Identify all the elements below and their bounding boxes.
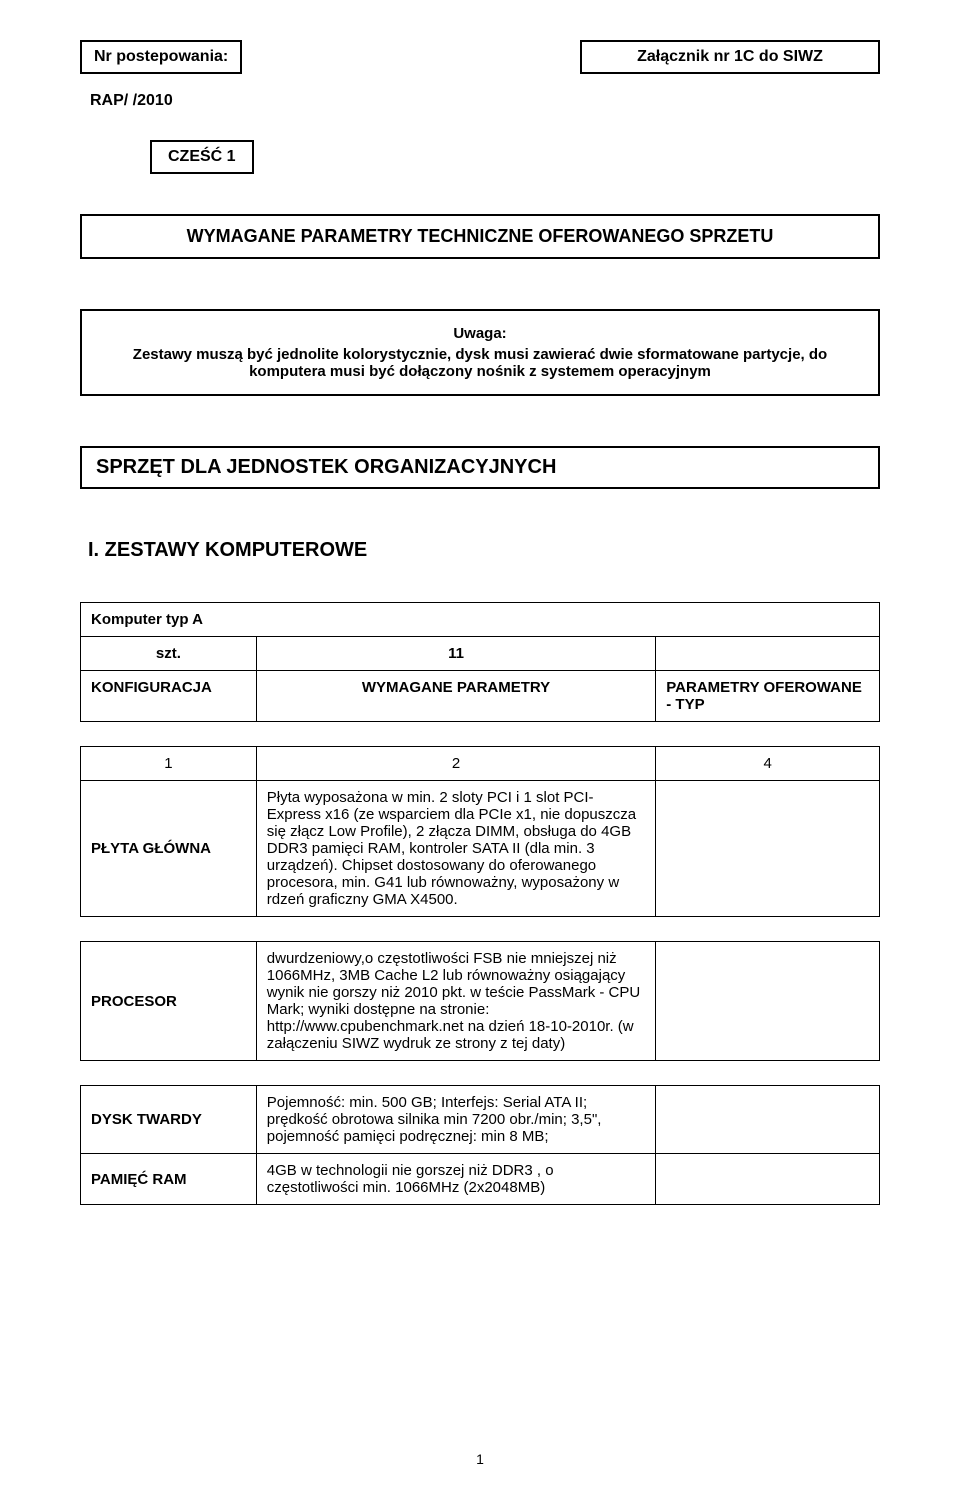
num-1: 1 <box>81 747 257 781</box>
row-dysk-name: DYSK TWARDY <box>81 1086 257 1154</box>
zalacznik-box: Załącznik nr 1C do SIWZ <box>580 40 880 74</box>
subheader: I. ZESTAWY KOMPUTEROWE <box>88 539 880 562</box>
rap-line: RAP/ /2010 <box>90 92 880 110</box>
row-procesor-name: PROCESOR <box>81 942 257 1061</box>
row-plyta-glowna-text: Płyta wyposażona w min. 2 sloty PCI i 1 … <box>256 781 656 917</box>
row-ram-name: PAMIĘĆ RAM <box>81 1154 257 1205</box>
config-dysk-ram-table: DYSK TWARDY Pojemność: min. 500 GB; Inte… <box>80 1085 880 1205</box>
section-title-box: SPRZĘT DLA JEDNOSTEK ORGANIZACYJNYCH <box>80 446 880 489</box>
row-dysk-text: Pojemność: min. 500 GB; Interfejs: Seria… <box>256 1086 656 1154</box>
page-number: 1 <box>0 1451 960 1467</box>
num-4: 4 <box>656 747 880 781</box>
row-plyta-glowna-name: PŁYTA GŁÓWNA <box>81 781 257 917</box>
uwaga-title: Uwaga: <box>100 325 860 342</box>
row-dysk-blank <box>656 1086 880 1154</box>
config-header-table: Komputer typ A szt. 11 KONFIGURACJA WYMA… <box>80 602 880 722</box>
czesc-box: CZEŚĆ 1 <box>150 140 254 174</box>
uwaga-text: Zestawy muszą być jednolite kolorystyczn… <box>100 346 860 380</box>
row-plyta-glowna-blank <box>656 781 880 917</box>
col-wymagane: WYMAGANE PARAMETRY <box>256 671 656 722</box>
szt-label: szt. <box>81 637 257 671</box>
row-ram-text: 4GB w technologii nie gorszej niż DDR3 ,… <box>256 1154 656 1205</box>
title-box: WYMAGANE PARAMETRY TECHNICZNE OFEROWANEG… <box>80 214 880 259</box>
col-oferowane: PARAMETRY OFEROWANE - TYP <box>656 671 880 722</box>
row-procesor-blank <box>656 942 880 1061</box>
row-procesor-text: dwurdzeniowy,o częstotliwości FSB nie mn… <box>256 942 656 1061</box>
col-konfiguracja: KONFIGURACJA <box>81 671 257 722</box>
uwaga-box: Uwaga: Zestawy muszą być jednolite kolor… <box>80 309 880 396</box>
config-num-row-table: 1 2 4 PŁYTA GŁÓWNA Płyta wyposażona w mi… <box>80 746 880 917</box>
nr-postepowania-box: Nr postepowania: <box>80 40 242 74</box>
szt-blank <box>656 637 880 671</box>
komputer-typ-header: Komputer typ A <box>81 603 880 637</box>
config-procesor-table: PROCESOR dwurdzeniowy,o częstotliwości F… <box>80 941 880 1061</box>
row-ram-blank <box>656 1154 880 1205</box>
num-2: 2 <box>256 747 656 781</box>
szt-value: 11 <box>256 637 656 671</box>
